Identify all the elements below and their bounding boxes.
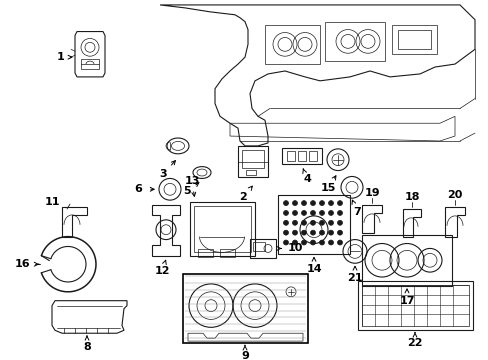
Circle shape <box>337 220 342 225</box>
Bar <box>252 242 264 251</box>
Text: 4: 4 <box>302 169 310 184</box>
Circle shape <box>292 230 297 235</box>
Circle shape <box>301 220 306 225</box>
Bar <box>282 148 321 164</box>
Text: 1: 1 <box>57 52 72 62</box>
Circle shape <box>310 240 315 245</box>
Bar <box>397 30 430 49</box>
Text: 19: 19 <box>364 188 379 198</box>
Circle shape <box>319 201 324 206</box>
Text: 6: 6 <box>134 184 142 194</box>
Bar <box>286 151 294 161</box>
Circle shape <box>328 230 333 235</box>
Circle shape <box>292 240 297 245</box>
Bar <box>220 249 235 257</box>
Bar <box>190 202 254 256</box>
Bar <box>194 206 250 252</box>
Bar <box>183 274 307 343</box>
Bar <box>245 170 256 175</box>
Circle shape <box>283 230 288 235</box>
Bar <box>325 22 384 61</box>
Text: 15: 15 <box>320 176 335 193</box>
Bar <box>81 59 99 69</box>
Circle shape <box>337 201 342 206</box>
Text: 11: 11 <box>44 197 60 207</box>
Circle shape <box>283 220 288 225</box>
Circle shape <box>328 240 333 245</box>
Circle shape <box>283 211 288 215</box>
Text: 7: 7 <box>351 200 360 217</box>
Circle shape <box>319 220 324 225</box>
Bar <box>391 24 436 54</box>
Circle shape <box>328 201 333 206</box>
Text: 21: 21 <box>346 266 362 283</box>
Circle shape <box>319 211 324 215</box>
Circle shape <box>301 240 306 245</box>
Bar <box>238 146 267 177</box>
Circle shape <box>310 201 315 206</box>
Circle shape <box>319 230 324 235</box>
Circle shape <box>337 230 342 235</box>
Text: 12: 12 <box>154 260 169 276</box>
Circle shape <box>337 211 342 215</box>
Circle shape <box>301 211 306 215</box>
Text: 2: 2 <box>239 186 252 202</box>
Bar <box>249 239 275 258</box>
Text: 17: 17 <box>398 289 414 306</box>
Bar <box>297 151 305 161</box>
Text: 20: 20 <box>447 190 462 200</box>
Circle shape <box>328 211 333 215</box>
Circle shape <box>337 240 342 245</box>
Circle shape <box>292 201 297 206</box>
Bar <box>357 281 472 330</box>
Text: 13: 13 <box>184 176 199 196</box>
Circle shape <box>283 240 288 245</box>
Bar <box>361 235 451 286</box>
Circle shape <box>283 201 288 206</box>
Text: 16: 16 <box>15 259 31 269</box>
Circle shape <box>310 220 315 225</box>
Circle shape <box>319 240 324 245</box>
Circle shape <box>301 230 306 235</box>
Circle shape <box>310 230 315 235</box>
Bar <box>198 249 213 257</box>
Bar <box>264 24 319 64</box>
Text: 3: 3 <box>159 161 175 180</box>
Text: 8: 8 <box>83 336 91 352</box>
Text: 9: 9 <box>241 345 248 360</box>
Circle shape <box>301 201 306 206</box>
Text: 22: 22 <box>407 333 422 348</box>
Bar <box>242 150 264 168</box>
Circle shape <box>328 220 333 225</box>
Bar <box>361 285 468 326</box>
Bar <box>308 151 316 161</box>
Circle shape <box>310 211 315 215</box>
Bar <box>278 195 349 255</box>
Text: 10: 10 <box>276 243 302 253</box>
Text: 14: 14 <box>305 257 321 274</box>
Circle shape <box>292 220 297 225</box>
Text: 5: 5 <box>183 183 199 196</box>
Text: 18: 18 <box>404 192 419 202</box>
Circle shape <box>292 211 297 215</box>
